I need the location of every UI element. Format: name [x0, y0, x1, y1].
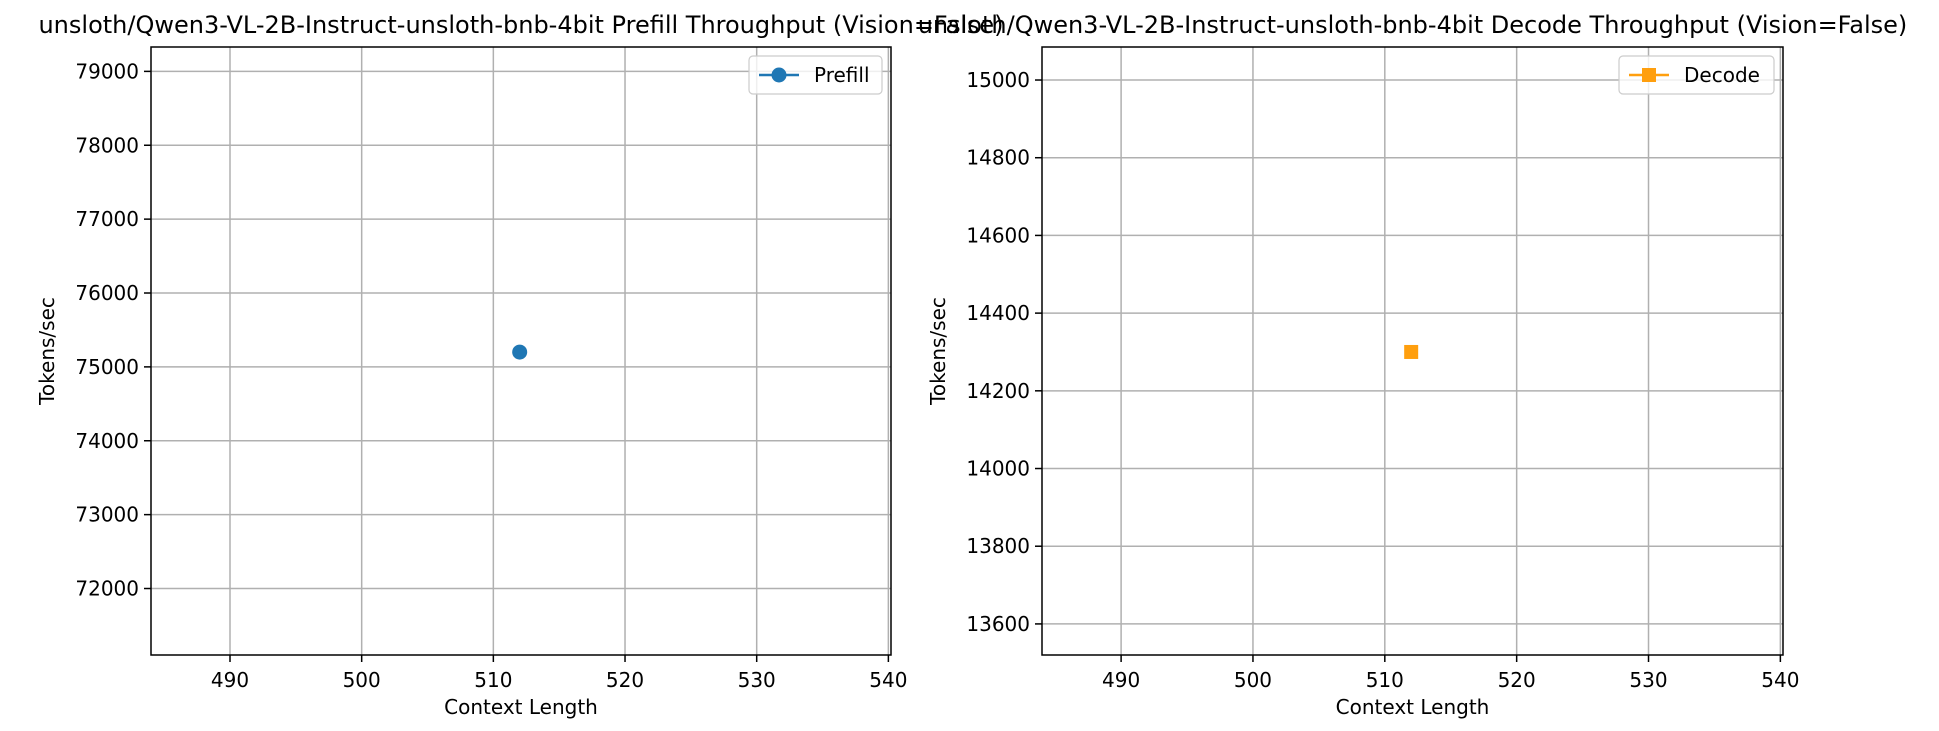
y-tick-label: 15000	[966, 68, 1030, 92]
y-axis-label: Tokens/sec	[35, 297, 59, 406]
legend-box	[748, 55, 883, 95]
y-tick-label: 14400	[966, 301, 1030, 325]
chart-panel-2: 490 500 510 520 530 540 13600 13800 14000 14200 14…	[918, 11, 1908, 719]
x-tick-label: 510	[474, 668, 512, 692]
chart-panel-1: 490 500 510 520 530 540 72000 73000 74000 75000 76…	[35, 11, 1004, 719]
y-tick-label: 78000	[75, 133, 139, 157]
data-point	[1404, 344, 1419, 359]
legend: Decode	[1618, 55, 1775, 95]
y-tick-label: 73000	[75, 503, 139, 527]
x-tick-label: 490	[1102, 668, 1140, 692]
x-tick-label: 530	[1629, 668, 1667, 692]
chart-title: unsloth/Qwen3-VL-2B-Instruct-unsloth-bnb…	[38, 11, 1003, 39]
y-axis-label: Tokens/sec	[926, 297, 950, 406]
y-tick-label: 74000	[75, 429, 139, 453]
data-point	[512, 344, 528, 360]
x-tick-label: 520	[1498, 668, 1536, 692]
y-tick-label: 14800	[966, 146, 1030, 170]
y-tick-label: 14200	[966, 379, 1030, 403]
y-tick-label: 14000	[966, 457, 1030, 481]
legend-marker	[771, 67, 787, 83]
x-tick-label: 520	[606, 668, 644, 692]
legend-marker	[1642, 68, 1656, 82]
legend: Prefill	[748, 55, 883, 95]
x-tick-label: 500	[343, 668, 381, 692]
legend-box	[1618, 55, 1775, 95]
y-tick-label: 13600	[966, 612, 1030, 636]
x-tick-label: 540	[1761, 668, 1799, 692]
x-tick-label: 540	[869, 668, 907, 692]
x-tick-label: 490	[211, 668, 249, 692]
y-tick-label: 76000	[75, 281, 139, 305]
x-axis-label: Context Length	[1336, 695, 1490, 719]
legend-label: Prefill	[814, 63, 870, 87]
legend-label: Decode	[1684, 63, 1760, 87]
x-axis-label: Context Length	[444, 695, 598, 719]
y-tick-label: 14600	[966, 223, 1030, 247]
y-tick-label: 77000	[75, 207, 139, 231]
chart-title: unsloth/Qwen3-VL-2B-Instruct-unsloth-bnb…	[918, 11, 1908, 39]
x-tick-label: 510	[1366, 668, 1404, 692]
x-tick-label: 500	[1234, 668, 1272, 692]
y-tick-label: 13800	[966, 534, 1030, 558]
y-tick-label: 72000	[75, 577, 139, 601]
axes-frame	[1041, 46, 1784, 656]
x-tick-label: 530	[738, 668, 776, 692]
y-tick-label: 79000	[75, 59, 139, 83]
axes-frame	[150, 46, 892, 656]
y-tick-label: 75000	[75, 355, 139, 379]
